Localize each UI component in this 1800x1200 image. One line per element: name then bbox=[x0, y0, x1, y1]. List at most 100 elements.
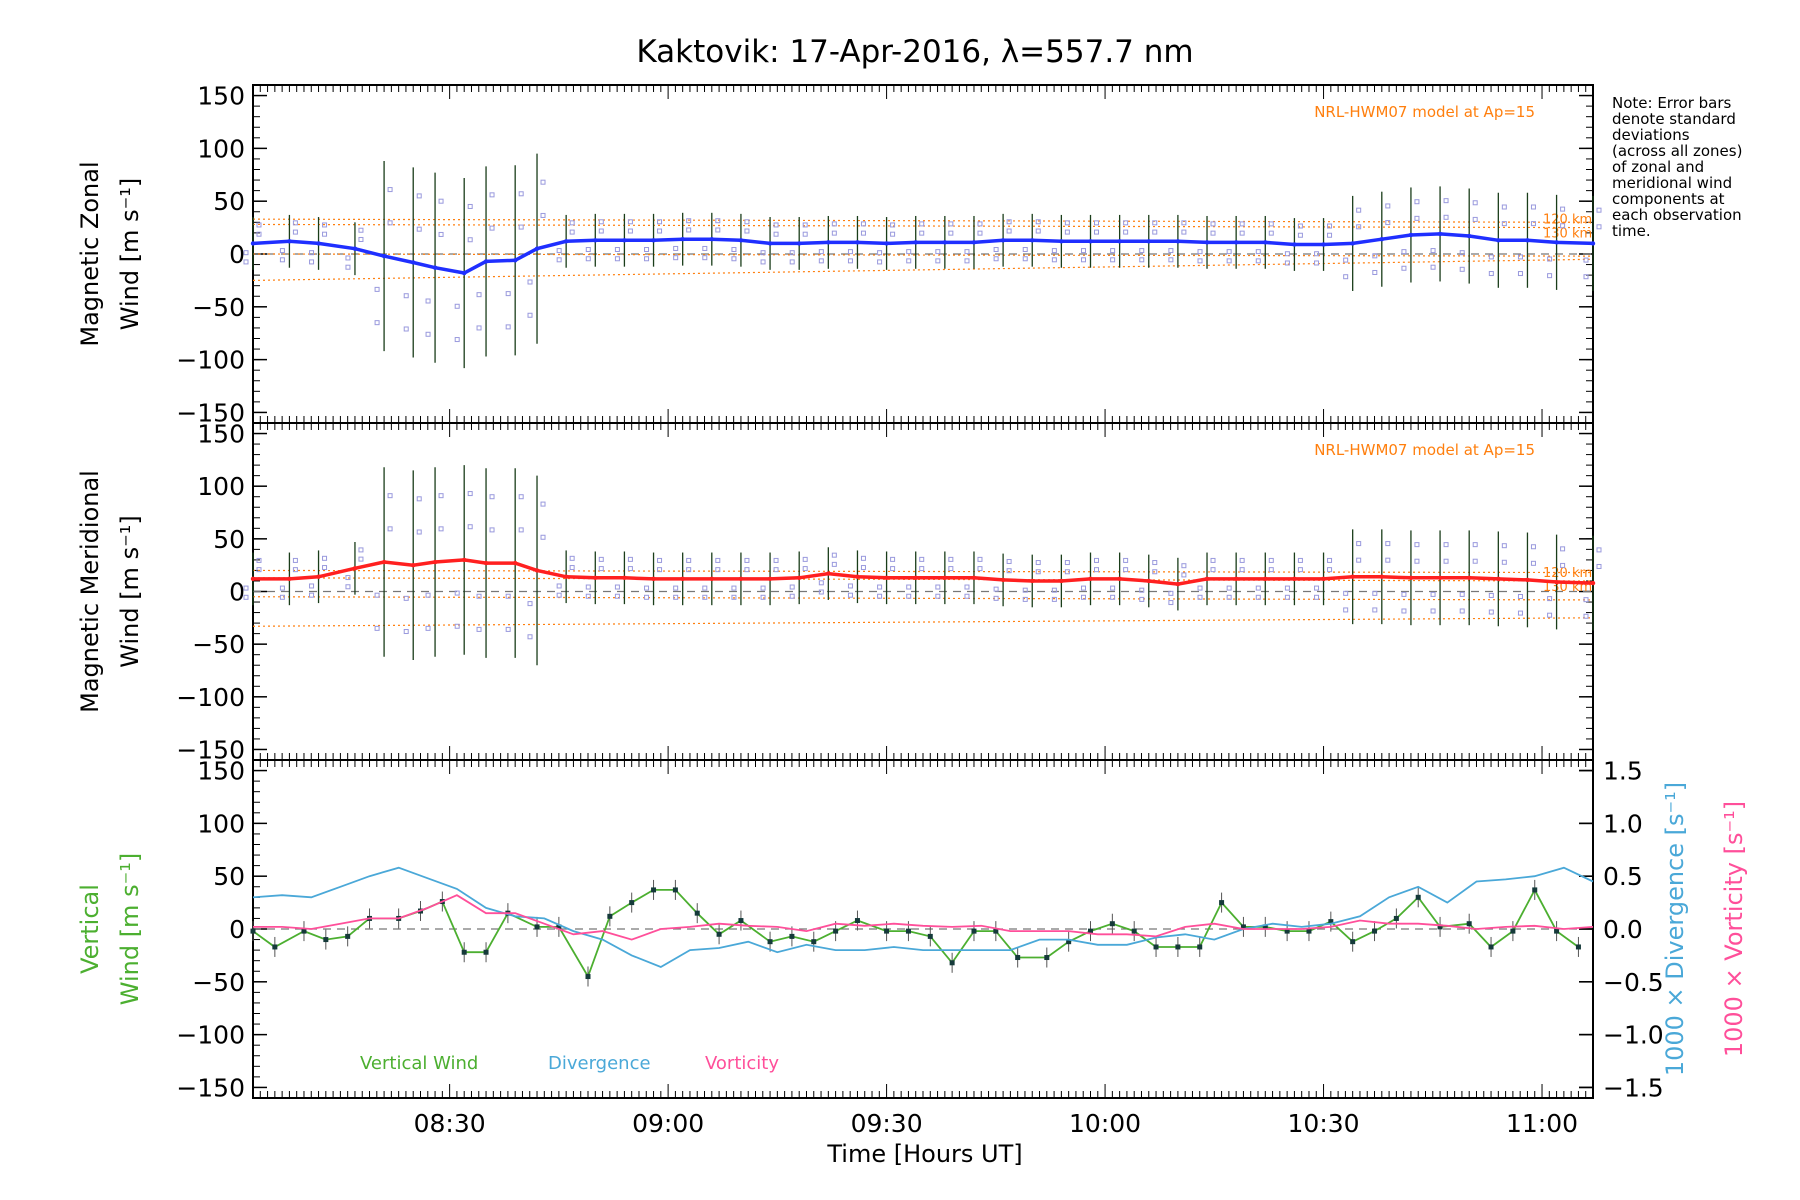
zone-point bbox=[309, 583, 315, 589]
zone-point bbox=[279, 594, 285, 600]
zone-point bbox=[374, 592, 380, 598]
zone-point bbox=[1094, 229, 1099, 235]
y-axis-title: Vertical bbox=[76, 884, 104, 974]
vertical-wind-point bbox=[1488, 944, 1494, 950]
vertical-wind-point bbox=[1066, 939, 1072, 945]
divergence-axis-title: 1000 × Divergence [s⁻¹] bbox=[1661, 782, 1689, 1076]
y-tick-label: 150 bbox=[197, 757, 245, 786]
zone-point bbox=[243, 250, 249, 256]
panel-vertical-wind: −150 −100 −50 0 50 100 150 Vertical Wind [m s⁻¹]… bbox=[76, 757, 1748, 1138]
mean-wind-point bbox=[563, 574, 569, 579]
zone-point bbox=[1255, 585, 1261, 591]
vertical-wind-point bbox=[483, 949, 489, 955]
zone-point bbox=[1123, 220, 1129, 226]
mean-wind-point bbox=[796, 575, 802, 581]
zone-point bbox=[935, 249, 941, 255]
zone-point bbox=[438, 526, 444, 532]
zone-point bbox=[935, 593, 941, 599]
vertical-wind-point bbox=[905, 928, 911, 934]
zone-point bbox=[818, 249, 824, 255]
zone-point bbox=[1139, 596, 1145, 602]
zone-point bbox=[416, 496, 422, 502]
zone-point bbox=[977, 221, 983, 227]
zone-point bbox=[773, 231, 779, 237]
zone-point bbox=[760, 585, 766, 591]
mean-wind-point bbox=[913, 240, 918, 245]
vertical-wind-point bbox=[993, 928, 999, 934]
zone-point bbox=[1094, 557, 1099, 563]
y-axis-title: Magnetic Zonal bbox=[76, 161, 104, 346]
zone-point bbox=[702, 585, 708, 591]
zone-point bbox=[1430, 608, 1436, 614]
zone-point bbox=[425, 592, 431, 598]
vertical-wind-point bbox=[884, 928, 890, 934]
zone-point bbox=[358, 556, 364, 562]
zone-point bbox=[802, 222, 808, 228]
zone-point bbox=[1064, 569, 1070, 575]
zone-point bbox=[760, 250, 766, 256]
zone-point bbox=[673, 594, 679, 600]
zone-point bbox=[1430, 591, 1436, 597]
zone-point bbox=[1051, 596, 1057, 602]
zone-point bbox=[374, 320, 380, 326]
x-axis-title: Time [Hours UT] bbox=[826, 1140, 1022, 1168]
vertical-wind-point bbox=[1262, 924, 1268, 930]
zone-point bbox=[598, 556, 604, 562]
mean-wind-point bbox=[1321, 242, 1326, 247]
zone-point bbox=[948, 230, 954, 236]
mean-wind-point bbox=[913, 575, 918, 581]
zone-point bbox=[243, 585, 249, 591]
mean-wind-point bbox=[461, 557, 467, 563]
zone-point bbox=[1385, 220, 1391, 226]
vertical-wind-point bbox=[301, 928, 307, 934]
note-line: (across all zones) bbox=[1612, 142, 1742, 160]
x-tick-label: 10:00 bbox=[1069, 1109, 1141, 1138]
zone-point bbox=[505, 593, 511, 599]
zone-point bbox=[818, 580, 824, 586]
zone-point bbox=[890, 222, 896, 228]
zone-point bbox=[1110, 594, 1116, 600]
zone-point bbox=[1268, 221, 1274, 227]
vertical-wind-point bbox=[1372, 928, 1378, 934]
y-tick-label: 50 bbox=[213, 525, 245, 554]
altitude-label: 120 km bbox=[1543, 213, 1592, 228]
legend-entry: Vorticity bbox=[705, 1053, 779, 1074]
zone-point bbox=[292, 229, 298, 235]
zone-point bbox=[1547, 612, 1553, 618]
vertical-wind-point bbox=[323, 937, 329, 943]
zone-point bbox=[1560, 223, 1566, 229]
zone-point bbox=[585, 247, 591, 253]
vertical-wind-point bbox=[738, 918, 744, 924]
x-tick-label: 11:00 bbox=[1506, 1109, 1578, 1138]
zone-point bbox=[345, 575, 351, 581]
zone-point bbox=[1210, 221, 1216, 227]
zone-point bbox=[1181, 229, 1187, 235]
mean-wind-point bbox=[352, 566, 358, 571]
zone-point bbox=[416, 193, 422, 199]
zone-point bbox=[1022, 256, 1028, 262]
y2-tick-label: 0.0 bbox=[1603, 915, 1643, 944]
mean-wind-point bbox=[651, 238, 656, 243]
zone-point bbox=[977, 566, 983, 572]
y-tick-label: −100 bbox=[176, 1021, 245, 1050]
zone-point bbox=[1501, 204, 1507, 210]
mean-wind-point bbox=[593, 575, 598, 581]
zone-point bbox=[1081, 585, 1086, 591]
zone-point bbox=[403, 293, 409, 299]
mean-wind-point bbox=[512, 560, 518, 566]
zone-point bbox=[1006, 219, 1012, 225]
zone-point bbox=[935, 258, 941, 264]
mean-wind-point bbox=[352, 246, 358, 251]
zone-point bbox=[964, 584, 970, 590]
vertical-wind-point bbox=[1109, 921, 1115, 927]
zone-point bbox=[919, 566, 925, 572]
vertical-wind-point bbox=[811, 939, 817, 945]
y-tick-label: 50 bbox=[213, 862, 245, 891]
zone-point bbox=[614, 247, 620, 253]
zone-point bbox=[964, 249, 970, 255]
zone-point bbox=[831, 561, 837, 567]
zone-point bbox=[847, 249, 853, 255]
zone-point bbox=[467, 237, 473, 243]
zone-point bbox=[1006, 568, 1012, 574]
zone-point bbox=[1472, 200, 1478, 206]
